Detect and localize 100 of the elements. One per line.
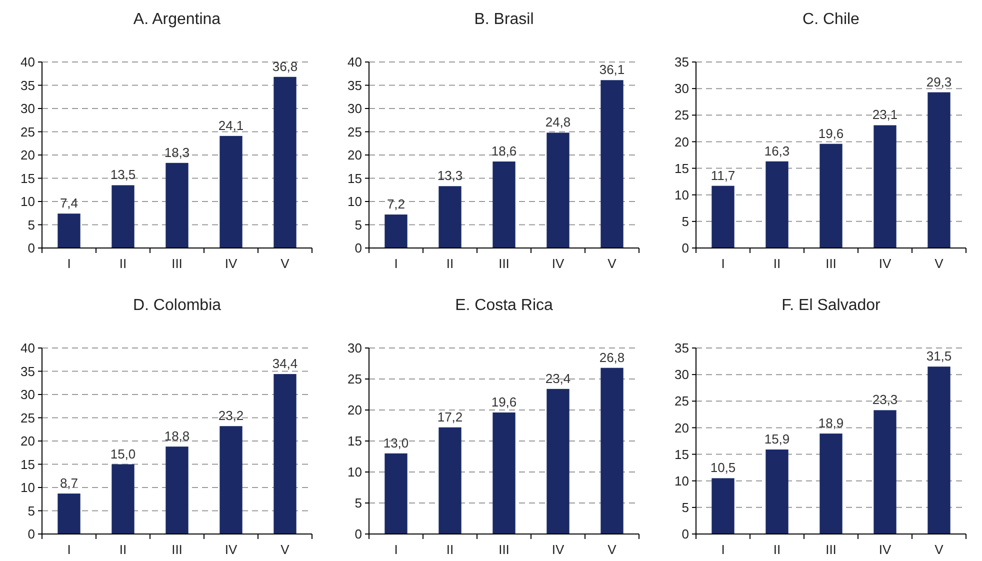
x-tick-label: II [773,542,781,557]
y-tick-label: 35 [674,340,689,356]
bar [766,161,788,248]
data-label: 18,3 [164,144,190,160]
y-tick-label: 15 [20,456,35,472]
bar [712,478,734,534]
x-tick-label: I [721,256,725,271]
y-tick-label: 20 [348,148,362,163]
x-tick-label: IV [878,256,892,271]
x-tick-label: V [280,256,290,271]
x-tick-label: II [119,256,127,271]
y-tick-label: 30 [348,101,362,116]
x-tick-label: I [721,542,725,557]
data-label: 7,4 [60,196,78,211]
x-tick-label: IV [552,256,564,271]
y-tick-label: 20 [674,420,689,436]
y-tick-label: 35 [674,54,689,70]
bar [274,76,296,248]
y-tick-label: 25 [674,108,689,123]
data-label: 13,3 [437,168,463,184]
data-label: 23,1 [872,107,898,122]
data-label: 7,2 [386,196,406,212]
y-tick-label: 0 [682,526,689,542]
y-tick-label: 40 [20,54,35,70]
y-tick-label: 30 [348,340,362,356]
chart-title: C. Chile [802,11,860,28]
bar [438,186,462,248]
y-tick-label: 10 [348,194,362,210]
bar [220,426,242,534]
y-tick-label: 10 [674,473,689,488]
bar [58,494,80,534]
x-tick-label: IV [224,542,238,557]
bar [820,144,842,248]
bar [766,450,788,534]
y-tick-label: 15 [674,446,689,462]
y-tick-label: 15 [348,170,362,186]
x-tick-label: III [498,542,510,557]
y-tick-label: 25 [348,124,362,140]
y-tick-label: 5 [354,496,362,511]
bar [600,80,624,248]
x-tick-label: IV [878,542,892,557]
y-tick-label: 30 [20,101,35,116]
y-tick-label: 5 [682,500,689,515]
x-tick-label: IV [224,256,238,271]
data-label: 15,0 [110,446,136,462]
x-tick-label: I [67,256,71,271]
x-tick-label: V [280,542,290,557]
x-tick-label: I [67,542,71,557]
y-tick-label: 35 [348,78,362,93]
x-tick-label: III [498,256,510,271]
x-tick-label: IV [552,542,564,557]
data-label: 18,9 [818,416,844,431]
y-tick-label: 0 [682,240,689,256]
x-tick-label: II [446,256,454,271]
bar [166,162,188,248]
chart-title: E. Costa Rica [455,297,554,314]
y-tick-label: 20 [20,148,35,163]
x-tick-label: III [172,542,182,557]
x-tick-label: II [446,542,454,557]
data-label: 18,6 [491,144,517,159]
data-label: 13,0 [383,435,409,450]
bar [928,92,950,248]
y-tick-label: 20 [20,434,35,449]
chart-title: F. El Salvador [782,297,882,314]
y-tick-label: 5 [354,217,362,232]
bar [166,446,188,534]
y-tick-label: 10 [348,464,362,480]
bar [58,214,80,248]
bar [874,410,896,534]
data-label: 19,6 [491,394,517,410]
data-label: 31,5 [926,348,952,364]
y-tick-label: 40 [20,340,35,356]
data-label: 26,8 [599,350,625,365]
y-tick-label: 0 [28,240,35,256]
y-tick-label: 5 [28,503,35,518]
data-label: 17,2 [437,409,463,424]
data-label: 13,5 [110,167,136,182]
x-tick-label: I [394,542,398,557]
y-tick-label: 30 [674,81,689,96]
y-tick-label: 30 [674,367,689,382]
y-tick-label: 25 [674,394,689,409]
x-tick-label: II [119,542,127,557]
y-tick-label: 20 [348,402,362,418]
data-label: 11,7 [710,168,736,183]
data-label: 23,3 [872,392,898,408]
x-tick-label: V [934,256,944,271]
x-tick-label: V [934,542,944,557]
chart-title: A. Argentina [133,11,221,28]
data-label: 19,6 [818,126,844,141]
chart-title: B. Brasil [474,11,534,28]
y-tick-label: 25 [20,410,35,426]
data-label: 36,8 [272,58,298,74]
y-tick-label: 35 [20,364,35,379]
x-tick-label: II [773,256,781,271]
bar [546,388,570,534]
bar [220,136,242,248]
bar [600,368,624,534]
data-label: 8,7 [60,476,78,491]
bar [438,427,462,534]
y-tick-label: 15 [674,160,689,176]
